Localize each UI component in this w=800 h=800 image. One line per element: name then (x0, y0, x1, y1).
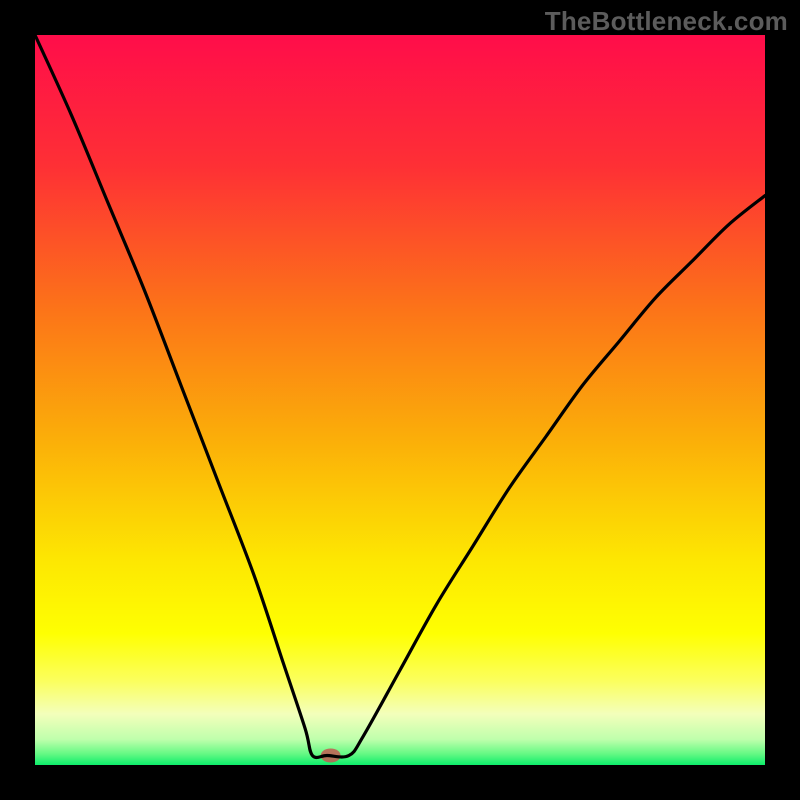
bottleneck-curve-chart (0, 0, 800, 800)
plot-background (35, 35, 765, 765)
watermark-text: TheBottleneck.com (0, 6, 800, 37)
